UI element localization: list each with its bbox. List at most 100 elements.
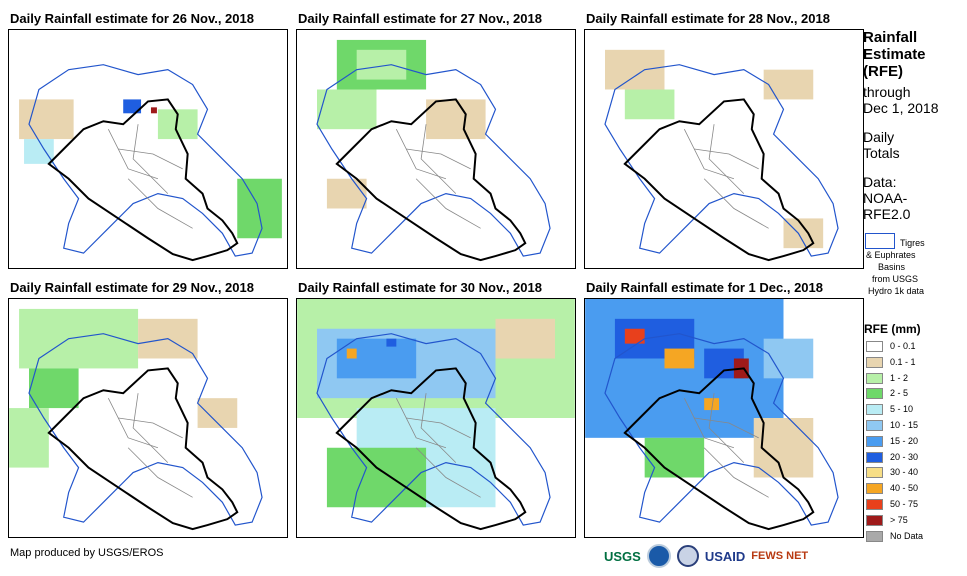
rainfall-patch bbox=[19, 99, 74, 140]
legend-label: 15 - 20 bbox=[890, 435, 919, 446]
basin-outline bbox=[28, 333, 263, 526]
rainfall-patch bbox=[150, 107, 157, 114]
usgs-logo: USGS bbox=[604, 548, 641, 564]
rainfall-patch bbox=[605, 49, 665, 90]
country-border bbox=[623, 367, 815, 531]
legend-label: 0 - 0.1 bbox=[890, 341, 916, 351]
rainfall-patch bbox=[326, 447, 427, 508]
legend-swatch bbox=[866, 404, 883, 416]
country-border bbox=[335, 98, 527, 262]
basin-line4: from USGS bbox=[872, 274, 919, 284]
map-nov30 bbox=[296, 298, 576, 538]
footer-credit: Map produced by USGS/EROS bbox=[10, 547, 164, 559]
sidebar-through: through Dec 1, 2018 bbox=[863, 84, 939, 116]
through-label: through bbox=[863, 84, 911, 100]
country-border bbox=[47, 367, 239, 531]
legend-swatch bbox=[866, 356, 883, 368]
heading-line2: Estimate bbox=[863, 46, 926, 63]
map-nov26-svg bbox=[19, 64, 282, 262]
rainfall-patch bbox=[763, 69, 814, 100]
data-line3: RFE2.0 bbox=[863, 206, 911, 222]
rainfall-patch bbox=[237, 178, 282, 239]
rainfall-patch bbox=[317, 89, 377, 130]
admin-boundaries bbox=[683, 393, 769, 498]
heading-line1: Rainfall bbox=[863, 29, 918, 46]
basin-outline bbox=[316, 333, 551, 526]
sidebar-heading: Rainfall Estimate (RFE) bbox=[863, 29, 926, 80]
basin-outline bbox=[316, 64, 551, 257]
legend-label: 40 - 50 bbox=[890, 483, 919, 494]
panel-title-dec1: Daily Rainfall estimate for 1 Dec., 2018 bbox=[586, 280, 823, 295]
legend-label: 10 - 15 bbox=[890, 420, 919, 430]
panel-title-nov30: Daily Rainfall estimate for 30 Nov., 201… bbox=[298, 280, 542, 295]
legend-swatch bbox=[866, 467, 883, 479]
map-nov28 bbox=[584, 29, 864, 269]
legend-swatch bbox=[866, 420, 883, 431]
sidebar-data: Data: NOAA- RFE2.0 bbox=[863, 174, 910, 222]
usaid-logo: USAID bbox=[704, 548, 746, 564]
rainfall-patch bbox=[495, 318, 555, 359]
legend-label: 30 - 40 bbox=[890, 467, 919, 478]
basin-outline bbox=[28, 64, 263, 257]
rainfall-patch bbox=[624, 89, 675, 120]
admin-boundaries bbox=[683, 124, 769, 229]
admin-boundaries bbox=[395, 124, 481, 229]
basin-swatch bbox=[865, 233, 895, 249]
data-line1: Data: bbox=[863, 174, 897, 190]
map-nov30-svg bbox=[297, 299, 575, 531]
rainfall-patch bbox=[664, 348, 695, 369]
legend-swatch bbox=[866, 341, 883, 352]
admin-boundaries bbox=[107, 393, 193, 498]
legend-swatch bbox=[866, 530, 883, 542]
map-nov27 bbox=[296, 29, 576, 269]
panel-title-nov28: Daily Rainfall estimate for 28 Nov., 201… bbox=[586, 11, 830, 26]
map-nov26 bbox=[8, 29, 288, 269]
basin-outline bbox=[604, 333, 839, 526]
map-dec1 bbox=[584, 298, 864, 538]
through-date: Dec 1, 2018 bbox=[863, 100, 939, 116]
panel-title-nov26: Daily Rainfall estimate for 26 Nov., 201… bbox=[10, 11, 254, 26]
rainfall-patch bbox=[24, 139, 54, 164]
legend-label: No Data bbox=[890, 530, 924, 541]
legend-label: > 75 bbox=[890, 514, 908, 525]
legend-label: 1 - 2 bbox=[890, 372, 909, 383]
basin-line5: Hydro 1k data bbox=[868, 286, 925, 296]
basin-line1: Tigres bbox=[900, 238, 925, 248]
legend-label: 0.1 - 1 bbox=[890, 356, 916, 367]
rainfall-patch bbox=[356, 49, 407, 80]
basin-legend-text: Tigres & Euphrates Basins from USGS Hydr… bbox=[866, 237, 961, 297]
admin-boundaries bbox=[107, 124, 193, 229]
legend-swatch bbox=[866, 514, 883, 526]
rainfall-patch bbox=[704, 398, 720, 411]
rainfall-patch bbox=[9, 408, 49, 468]
logo-strip: USGS USAID FEWS NET bbox=[604, 540, 808, 572]
legend-label: 2 - 5 bbox=[890, 388, 909, 399]
legend-label: 50 - 75 bbox=[890, 499, 919, 509]
panel-title-nov29: Daily Rainfall estimate for 29 Nov., 201… bbox=[10, 280, 254, 295]
legend-swatch bbox=[866, 372, 883, 384]
fewsnet-logo: FEWS NET bbox=[751, 550, 809, 562]
basin-outline bbox=[604, 64, 839, 257]
country-border bbox=[335, 367, 527, 531]
daily-line2: Totals bbox=[863, 145, 900, 161]
rainfall-patch bbox=[346, 348, 357, 359]
country-border bbox=[47, 98, 239, 262]
legend-swatch bbox=[866, 435, 883, 447]
map-nov27-svg bbox=[316, 39, 551, 262]
legend-swatch bbox=[866, 499, 883, 510]
map-dec1-svg bbox=[585, 299, 839, 531]
rainfall-patch bbox=[426, 99, 486, 140]
map-nov28-svg bbox=[604, 49, 839, 262]
legend-title: RFE (mm) bbox=[864, 322, 921, 336]
basin-line3: Basins bbox=[878, 262, 906, 272]
legend-swatch bbox=[866, 483, 883, 495]
legend-label: 5 - 10 bbox=[890, 404, 914, 415]
admin-boundaries bbox=[395, 393, 481, 498]
heading-line3: (RFE) bbox=[863, 63, 903, 80]
legend-swatch bbox=[866, 451, 883, 463]
panel-title-nov27: Daily Rainfall estimate for 27 Nov., 201… bbox=[298, 11, 542, 26]
rainfall-patch bbox=[123, 99, 142, 114]
dhs-seal-icon bbox=[676, 545, 699, 567]
legend-swatch bbox=[866, 388, 883, 400]
rainfall-patch bbox=[326, 178, 367, 209]
